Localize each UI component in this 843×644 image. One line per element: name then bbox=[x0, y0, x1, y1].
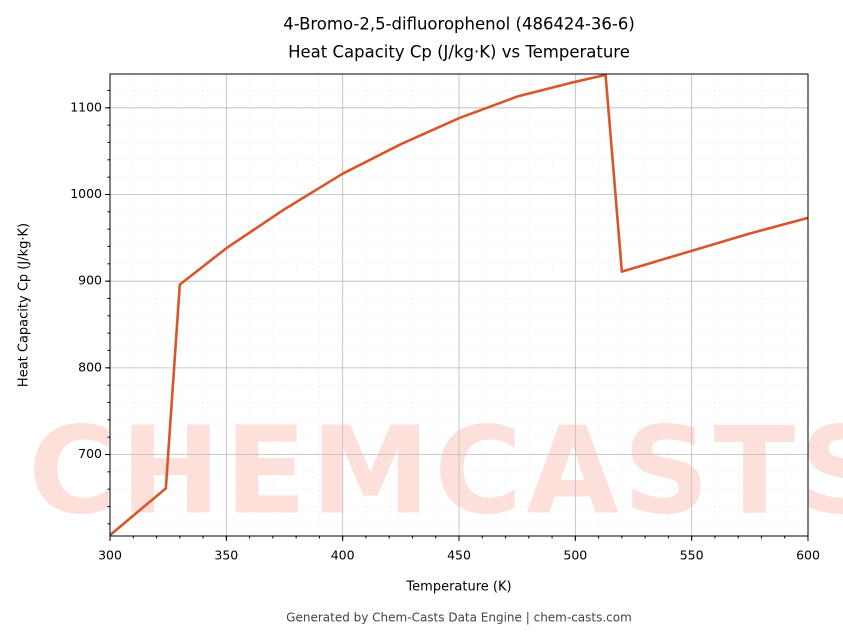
x-tick-label: 400 bbox=[331, 548, 355, 563]
chart-subtitle: Heat Capacity Cp (J/kg·K) vs Temperature bbox=[288, 43, 630, 62]
plot-frame bbox=[109, 73, 809, 537]
x-tick-label: 500 bbox=[563, 548, 587, 563]
data-line bbox=[109, 73, 809, 537]
footer: Generated by Chem-Casts Data Engine | ch… bbox=[286, 611, 632, 625]
x-tick-label: 600 bbox=[796, 548, 820, 563]
x-tick-label: 350 bbox=[214, 548, 238, 563]
y-axis-label: Heat Capacity Cp (J/kg·K) bbox=[17, 223, 32, 387]
y-tick-label: 900 bbox=[78, 273, 102, 288]
y-tick-label: 1000 bbox=[70, 186, 102, 201]
chart-title: 4-Bromo-2,5-difluorophenol (486424-36-6) bbox=[283, 15, 635, 34]
x-tick-label: 450 bbox=[447, 548, 471, 563]
x-axis-label: Temperature (K) bbox=[405, 580, 511, 595]
x-tick-label: 300 bbox=[98, 548, 122, 563]
x-tick-label: 550 bbox=[680, 548, 704, 563]
y-tick-label: 800 bbox=[78, 359, 102, 374]
y-tick-label: 1100 bbox=[70, 99, 102, 114]
y-tick-label: 700 bbox=[78, 446, 102, 461]
